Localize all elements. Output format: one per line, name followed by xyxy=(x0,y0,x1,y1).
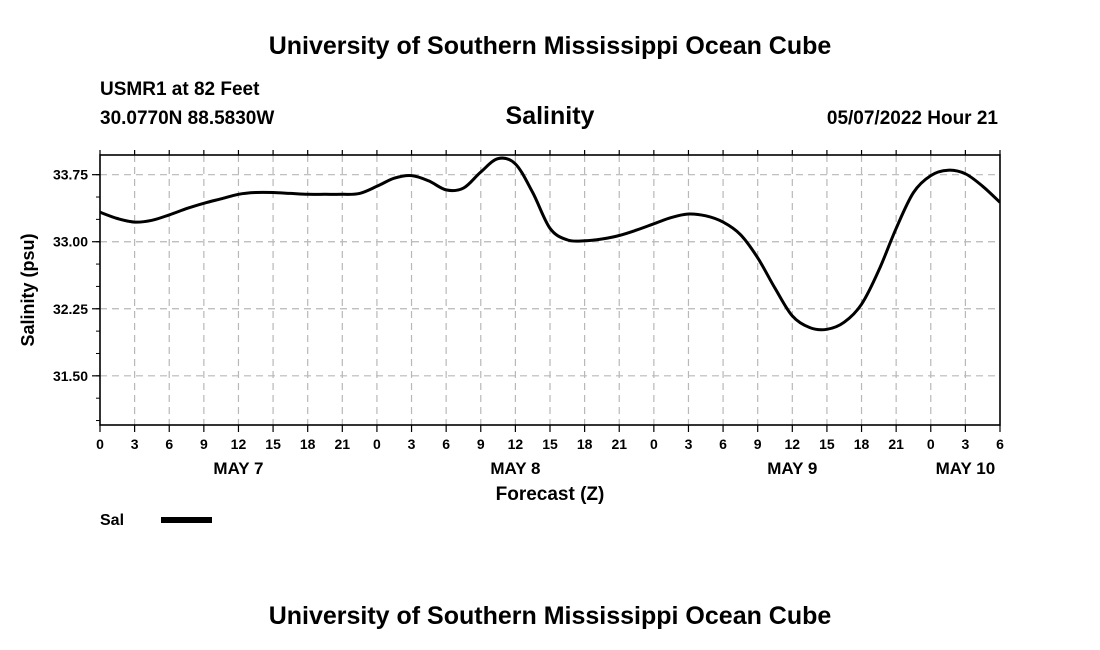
x-tick-label: 12 xyxy=(785,436,801,452)
x-tick-label: 12 xyxy=(508,436,524,452)
axes: 0 3 6 9 12 15 18 21 0 3 6 9 12 15 18 21 0 3 6 9 12 15 18 21 0 3 6 3… xyxy=(53,150,1004,478)
chart-title: Salinity xyxy=(506,102,595,130)
x-tick-label: 0 xyxy=(373,436,381,452)
y-tick-label: 33.75 xyxy=(53,167,88,183)
x-tick-label: 21 xyxy=(888,436,904,452)
x-tick-label: 12 xyxy=(231,436,247,452)
series-line-sal xyxy=(100,156,1000,332)
x-tick-label: 9 xyxy=(754,436,762,452)
legend-label-sal: Sal xyxy=(100,512,124,529)
y-axis-label: Salinity (psu) xyxy=(18,233,38,346)
x-tick-label: 0 xyxy=(96,436,104,452)
y-tick-label: 33.00 xyxy=(53,234,88,250)
x-tick-label: 18 xyxy=(577,436,593,452)
footer-title: University of Southern Mississippi Ocean… xyxy=(269,602,832,630)
x-tick-label: 21 xyxy=(611,436,627,452)
x-tick-label: 9 xyxy=(477,436,485,452)
x-tick-label: 0 xyxy=(650,436,658,452)
y-tick-label: 31.50 xyxy=(53,368,88,384)
x-tick-label: 3 xyxy=(961,436,969,452)
x-tick-label: 15 xyxy=(819,436,835,452)
chart-header-title: University of Southern Mississippi Ocean… xyxy=(269,32,832,60)
station-coordinates: 30.0770N 88.5830W xyxy=(100,108,274,129)
station-label: USMR1 at 82 Feet xyxy=(100,79,260,100)
forecast-datetime: 05/07/2022 Hour 21 xyxy=(827,108,999,129)
x-tick-label: 6 xyxy=(719,436,727,452)
x-tick-label: 18 xyxy=(300,436,316,452)
legend: Sal xyxy=(100,512,212,529)
x-tick-label: 6 xyxy=(996,436,1004,452)
x-tick-label: 6 xyxy=(165,436,173,452)
x-tick-label: 6 xyxy=(442,436,450,452)
day-label: MAY 9 xyxy=(767,459,817,478)
day-label: MAY 7 xyxy=(213,459,263,478)
x-tick-label: 9 xyxy=(200,436,208,452)
x-tick-label: 18 xyxy=(854,436,870,452)
x-tick-label: 21 xyxy=(335,436,351,452)
x-tick-label: 3 xyxy=(685,436,693,452)
x-tick-label: 3 xyxy=(408,436,416,452)
x-tick-label: 3 xyxy=(131,436,139,452)
series-layer xyxy=(100,156,1000,332)
plot-frame xyxy=(99,154,1001,426)
x-axis-label: Forecast (Z) xyxy=(496,484,605,505)
x-tick-label: 15 xyxy=(265,436,281,452)
x-tick-label: 0 xyxy=(927,436,935,452)
day-label: MAY 8 xyxy=(490,459,540,478)
grid-lines xyxy=(100,155,1000,425)
day-label: MAY 10 xyxy=(936,459,996,478)
y-tick-label: 32.25 xyxy=(53,301,88,317)
x-tick-label: 15 xyxy=(542,436,558,452)
